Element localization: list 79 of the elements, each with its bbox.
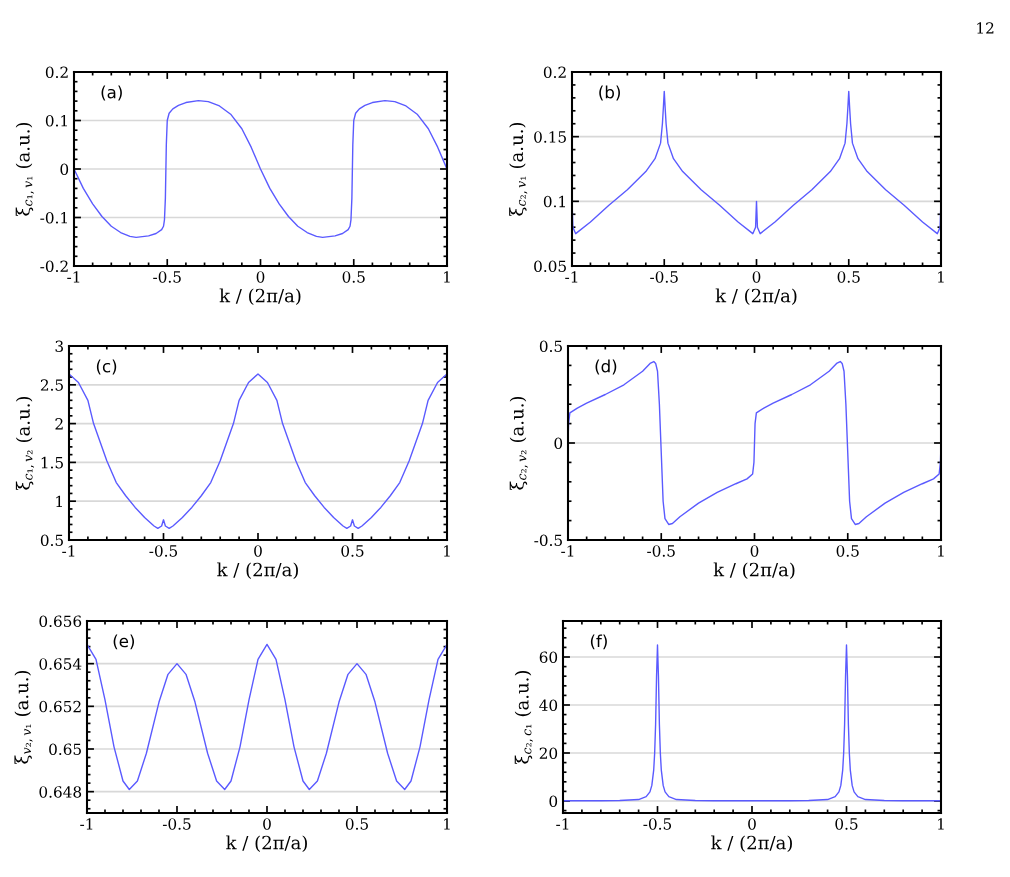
x-tick-label: -1 (67, 271, 80, 283)
y-tick-label: 0.648 (39, 786, 82, 798)
x-tick-label: 0 (256, 271, 265, 283)
annotation: (f) (590, 634, 607, 650)
y-tick-label: 60 (539, 651, 558, 664)
x-tick-label: 1 (444, 545, 450, 557)
y-tick-label: 0.05 (534, 260, 566, 273)
x-tick-label: 1 (938, 545, 944, 557)
text: 12 (977, 22, 994, 34)
y-tick-label: 2 (55, 418, 63, 430)
x-axis-title: k / (2π/a) (711, 835, 792, 852)
x-tick-label: -0.5 (149, 545, 178, 557)
x-tick-label: -1 (62, 545, 75, 557)
y-tick-label: 0 (60, 163, 69, 176)
x-tick-label: -0.5 (162, 818, 191, 830)
x-tick-label: 0.5 (837, 271, 860, 283)
y-tick-label: -0.5 (534, 534, 562, 547)
y-tick-label: 40 (539, 699, 558, 712)
annotation: (d) (595, 359, 617, 375)
x-tick-label: -0.5 (650, 271, 678, 283)
y-tick-label: 0.2 (543, 66, 566, 79)
y-tick-label: 0.1 (543, 195, 565, 208)
y-axis-title: ξ$_{c₂,v₁}$ (a.u.) (509, 122, 528, 216)
y-tick-label: 0 (554, 437, 563, 450)
x-tick-label: 1 (938, 818, 944, 830)
x-axis-title: k / (2π/a) (217, 562, 298, 579)
annotation: (e) (113, 634, 135, 650)
y-tick-label: 2.5 (40, 379, 63, 391)
annotation: (b) (599, 85, 620, 101)
x-axis-title: k / (2π/a) (226, 835, 307, 852)
y-tick-label: 0.15 (534, 131, 566, 143)
x-tick-label: 0 (748, 818, 756, 830)
y-axis-title: ξ$_{c₂,v₂}$ (a.u.) (509, 396, 528, 490)
x-tick-label: 0.5 (341, 545, 364, 557)
y-tick-label: -0.1 (40, 211, 67, 224)
x-tick-label: 1 (444, 271, 450, 283)
line-series (568, 360, 941, 526)
y-axis-title: ξ$_{c₁,v₁}$ (a.u.) (15, 122, 34, 216)
y-tick-label: 1 (56, 495, 62, 507)
y-tick-label: 0.656 (39, 615, 82, 628)
y-axis-title: ξ$_{c₁,v₂}$ (a.u.) (15, 396, 35, 490)
y-tick-label: 3 (55, 340, 63, 353)
y-tick-label: 0.5 (40, 534, 63, 547)
x-tick-label: -1 (561, 545, 574, 557)
y-tick-label: 1.5 (41, 456, 63, 469)
x-tick-label: -0.5 (643, 818, 672, 830)
y-tick-label: 0.65 (49, 743, 81, 756)
x-tick-label: 1 (444, 818, 450, 830)
x-tick-label: 0 (750, 545, 759, 557)
y-axis-title: ξ$_{c₂,c₁}$ (a.u.) (514, 671, 533, 764)
line-series (74, 99, 447, 239)
x-tick-label: 0 (263, 818, 271, 830)
x-tick-label: -0.5 (647, 545, 675, 557)
y-tick-label: 0.654 (39, 658, 82, 670)
x-axis-title: k / (2π/a) (713, 562, 795, 579)
annotation: (a) (101, 85, 122, 101)
line-series (69, 373, 447, 530)
y-tick-label: 0.2 (45, 66, 68, 79)
x-tick-label: 0.5 (345, 818, 368, 830)
x-tick-label: 1 (938, 271, 944, 283)
x-tick-label: -1 (80, 818, 93, 830)
x-axis-title: k / (2π/a) (219, 288, 301, 305)
x-tick-label: -1 (556, 818, 569, 830)
annotation: (c) (96, 359, 117, 375)
x-tick-label: 0.5 (342, 271, 365, 283)
x-tick-label: -1 (565, 271, 578, 283)
x-tick-label: -0.5 (153, 271, 181, 283)
x-axis-title: k / (2π/a) (715, 288, 797, 305)
y-tick-label: 0.1 (45, 114, 67, 127)
x-tick-label: 0.5 (835, 818, 858, 830)
x-tick-label: 0.5 (836, 545, 859, 557)
x-tick-label: 0 (752, 271, 761, 283)
y-tick-label: 0 (549, 795, 558, 808)
y-tick-label: 20 (539, 747, 558, 760)
y-tick-label: -0.2 (40, 260, 68, 273)
x-tick-label: 0 (254, 545, 262, 557)
y-tick-label: 0.5 (539, 340, 562, 353)
y-axis-title: ξ$_{v₂,v₁}$ (a.u.) (14, 670, 33, 764)
y-tick-label: 0.652 (39, 700, 81, 713)
